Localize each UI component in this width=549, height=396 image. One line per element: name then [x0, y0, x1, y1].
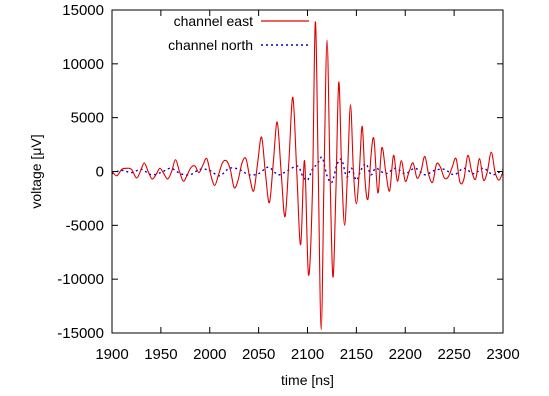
- y-tick-label: -15000: [57, 325, 104, 342]
- y-tick-label: -5000: [66, 217, 104, 234]
- axis-ticks: [111, 9, 504, 334]
- x-tick-label: 2050: [242, 346, 275, 363]
- tick-labels: 1900 1950 2000 2050 2100 2150 2200 2250 2300 1500…: [57, 2, 519, 363]
- plot-frame: [111, 9, 504, 334]
- x-tick-label: 2200: [389, 346, 422, 363]
- series-line-channel-east: [111, 21, 504, 331]
- y-tick-label: 5000: [71, 110, 104, 127]
- x-tick-label: 2150: [340, 346, 373, 363]
- legend: channel east channel north: [168, 13, 309, 53]
- x-tick-label: 2100: [291, 346, 324, 363]
- x-tick-label: 1950: [144, 346, 177, 363]
- x-axis-label: time [ns]: [281, 372, 334, 388]
- legend-label-north: channel north: [168, 37, 253, 53]
- x-tick-label: 2300: [486, 346, 519, 363]
- legend-label-east: channel east: [174, 13, 254, 29]
- y-axis-label: voltage [μV]: [28, 134, 44, 208]
- y-tick-label: -10000: [57, 271, 104, 288]
- x-tick-label: 2000: [193, 346, 226, 363]
- y-tick-label: 10000: [62, 56, 104, 73]
- y-tick-label: 15000: [62, 2, 104, 19]
- series-line-channel-north: [111, 156, 504, 184]
- plot-lines: [111, 21, 504, 331]
- x-tick-label: 1900: [95, 346, 128, 363]
- x-tick-label: 2250: [437, 346, 470, 363]
- y-tick-label: 0: [96, 164, 104, 181]
